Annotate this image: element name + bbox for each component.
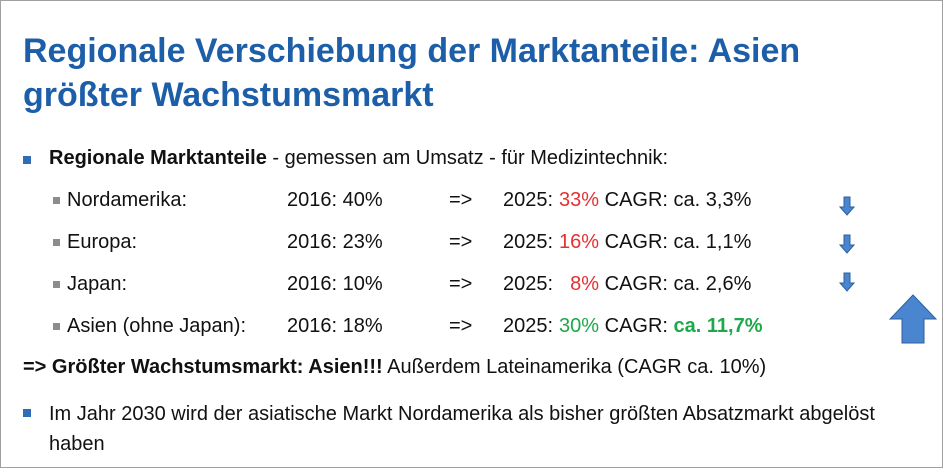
arrow: =>	[449, 315, 473, 337]
region: Japan:	[67, 273, 128, 295]
share-2025: 16%	[559, 231, 600, 253]
bullet	[23, 156, 31, 164]
region: Asien (ohne Japan):	[67, 315, 247, 337]
cagr-value: ca. 1,1%	[673, 231, 752, 253]
down-arrow	[838, 196, 856, 216]
bold: Regionale Marktanteile	[49, 147, 267, 169]
share-2016: 2016: 23%	[287, 231, 383, 253]
share-2025: 33%	[559, 189, 600, 211]
arrow: =>	[449, 231, 473, 253]
cagr-value: ca. 3,3%	[673, 189, 752, 211]
up-arrow	[888, 294, 938, 344]
share-2016: 2016: 40%	[287, 189, 383, 211]
title: Regionale Verschiebung der Marktanteile:…	[23, 32, 801, 114]
cagr-label: CAGR:	[604, 315, 668, 337]
bullet	[23, 409, 31, 417]
share-2025-line: 2025: 16% CAGR: ca. 1,1%	[503, 231, 751, 254]
sub-bullet	[53, 197, 60, 204]
text: Außerdem Lateinamerika (CAGR ca. 10%)	[382, 356, 767, 378]
cagr-label: CAGR:	[604, 231, 668, 253]
cagr-label: CAGR:	[604, 189, 668, 211]
sub-bullet	[53, 323, 60, 330]
bullet-text: Im Jahr 2030 wird der asiatische Markt N…	[49, 403, 875, 455]
year-2025: 2025:	[503, 315, 554, 337]
year-2025: 2025:	[503, 189, 554, 211]
text: - gemessen am Umsatz - für Medizintechni…	[266, 147, 669, 169]
bold: => Größter Wachstumsmarkt: Asien!!!	[23, 356, 383, 378]
share-2025-line: 2025: 30% CAGR: ca. 11,7%	[503, 315, 763, 338]
share-2025: 8%	[570, 273, 600, 295]
share-2025-line: 2025: 8% CAGR: ca. 2,6%	[503, 273, 751, 296]
cagr-value: ca. 2,6%	[673, 273, 752, 295]
cagr-label: CAGR:	[604, 273, 668, 295]
year-2025: 2025:	[503, 231, 554, 253]
sub-bullet	[53, 239, 60, 246]
conclusion: => Größter Wachstumsmarkt: Asien!!! Auße…	[23, 356, 766, 379]
down-arrow	[838, 272, 856, 292]
share-2025-line: 2025: 33% CAGR: ca. 3,3%	[503, 189, 751, 212]
region: Nordamerika:	[67, 189, 188, 211]
down-arrow	[838, 234, 856, 254]
bullet-text: Regionale Marktanteile - gemessen am Ums…	[49, 147, 668, 170]
cagr-value: ca. 11,7%	[673, 315, 763, 337]
arrow: =>	[449, 189, 473, 211]
arrow: =>	[449, 273, 473, 295]
share-2025: 30%	[559, 315, 600, 337]
share-2016: 2016: 10%	[287, 273, 383, 295]
year-2025: 2025:	[503, 273, 554, 295]
sub-bullet	[53, 281, 60, 288]
share-2016: 2016: 18%	[287, 315, 383, 337]
region: Europa:	[67, 231, 138, 253]
